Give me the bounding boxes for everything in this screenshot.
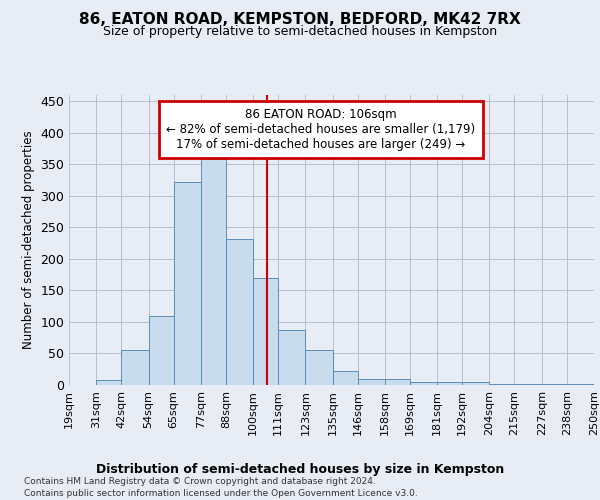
Bar xyxy=(437,382,462,385)
Bar xyxy=(462,382,490,385)
Bar xyxy=(201,160,226,385)
Bar xyxy=(332,371,358,385)
Bar xyxy=(278,330,305,385)
Bar xyxy=(121,350,149,385)
Bar xyxy=(226,240,253,385)
Y-axis label: Number of semi-detached properties: Number of semi-detached properties xyxy=(22,130,35,350)
Bar xyxy=(490,384,514,385)
Bar xyxy=(514,384,542,385)
Bar xyxy=(305,350,332,385)
Text: Contains public sector information licensed under the Open Government Licence v3: Contains public sector information licen… xyxy=(24,489,418,498)
Bar xyxy=(567,384,594,385)
Text: 86, EATON ROAD, KEMPSTON, BEDFORD, MK42 7RX: 86, EATON ROAD, KEMPSTON, BEDFORD, MK42 … xyxy=(79,12,521,28)
Bar xyxy=(358,378,385,385)
Bar xyxy=(385,378,410,385)
Bar xyxy=(410,382,437,385)
Bar xyxy=(173,182,201,385)
Text: Size of property relative to semi-detached houses in Kempston: Size of property relative to semi-detach… xyxy=(103,25,497,38)
Bar xyxy=(253,278,278,385)
Text: Contains HM Land Registry data © Crown copyright and database right 2024.: Contains HM Land Registry data © Crown c… xyxy=(24,478,376,486)
Bar xyxy=(542,384,567,385)
Bar xyxy=(149,316,173,385)
Text: Distribution of semi-detached houses by size in Kempston: Distribution of semi-detached houses by … xyxy=(96,462,504,475)
Text: 86 EATON ROAD: 106sqm
← 82% of semi-detached houses are smaller (1,179)
17% of s: 86 EATON ROAD: 106sqm ← 82% of semi-deta… xyxy=(166,108,476,152)
Bar xyxy=(96,380,121,385)
